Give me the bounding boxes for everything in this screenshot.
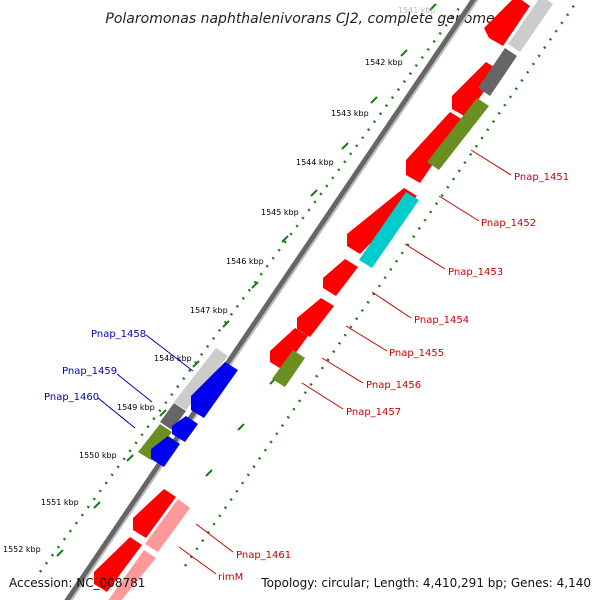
label-pnap-1461[interactable]: Pnap_1461: [236, 550, 291, 561]
label-pnap-1451[interactable]: Pnap_1451: [514, 172, 569, 183]
label-pnap-1453[interactable]: Pnap_1453: [448, 267, 503, 278]
tick-label-1541: 1541 kbp: [398, 6, 436, 15]
tick-label-1544: 1544 kbp: [296, 158, 334, 167]
gene-faded-b[interactable]: [107, 550, 156, 600]
tick-label-1552: 1552 kbp: [3, 545, 41, 554]
gene-reverse-g[interactable]: [270, 328, 308, 370]
label-pnap-1457[interactable]: Pnap_1457: [346, 407, 401, 418]
forward-labels: Pnap_1458 Pnap_1459 Pnap_1460: [44, 329, 146, 403]
accession-text: Accession: NC_008781: [9, 576, 145, 590]
label-pnap-1452[interactable]: Pnap_1452: [481, 218, 536, 229]
genome-title: Polaromonas naphthalenivorans CJ2, compl…: [105, 11, 494, 27]
gene-misc-top[interactable]: [508, 0, 553, 52]
olive-features[interactable]: [138, 98, 489, 460]
reverse-strand-genes[interactable]: [94, 0, 530, 592]
gene-reverse-h[interactable]: [133, 489, 176, 538]
label-rimm[interactable]: rimM: [218, 572, 243, 583]
gene-olive-1457[interactable]: [272, 350, 305, 387]
misc-features[interactable]: [160, 0, 553, 430]
gene-misc-1458[interactable]: [174, 348, 228, 410]
gene-reverse-a[interactable]: [484, 0, 530, 46]
label-pnap-1456[interactable]: Pnap_1456: [366, 380, 421, 391]
gene-hypothetical-top[interactable]: [478, 48, 517, 96]
label-pnap-1454[interactable]: Pnap_1454: [414, 315, 469, 326]
tick-label-1543: 1543 kbp: [331, 109, 369, 118]
forward-strand-genes[interactable]: [151, 362, 238, 467]
tick-label-1547: 1547 kbp: [190, 306, 228, 315]
gene-hypothetical-1459[interactable]: [160, 403, 186, 430]
gene-olive-1451[interactable]: [427, 98, 489, 170]
tick-labels: 1541 kbp 1542 kbp 1543 kbp 1544 kbp 1545…: [3, 6, 436, 554]
gene-faded-rimm[interactable]: [145, 499, 190, 552]
tick-label-1542: 1542 kbp: [365, 58, 403, 67]
label-pnap-1458[interactable]: Pnap_1458: [91, 329, 146, 340]
gene-forward-a[interactable]: [191, 362, 238, 418]
tick-label-1549: 1549 kbp: [117, 403, 155, 412]
gene-reverse-e[interactable]: [323, 259, 358, 296]
gene-reverse-f[interactable]: [297, 298, 334, 337]
label-pnap-1455[interactable]: Pnap_1455: [389, 348, 444, 359]
reverse-labels: Pnap_1451 Pnap_1452 Pnap_1453 Pnap_1454 …: [218, 172, 569, 583]
tick-label-1546: 1546 kbp: [226, 257, 264, 266]
tick-label-1551: 1551 kbp: [41, 498, 79, 507]
tick-label-1550: 1550 kbp: [79, 451, 117, 460]
genome-backbone: [64, 0, 479, 600]
gene-reverse-i[interactable]: [94, 537, 142, 592]
leader-lines: [97, 149, 512, 575]
guide-rings: [38, 3, 577, 573]
gene-reverse-c[interactable]: [406, 112, 463, 183]
genome-summary-text: Topology: circular; Length: 4,410,291 bp…: [260, 576, 591, 590]
label-pnap-1459[interactable]: Pnap_1459: [62, 366, 117, 377]
gene-olive-1460[interactable]: [138, 424, 172, 460]
gene-forward-b[interactable]: [172, 416, 198, 442]
faded-genes[interactable]: [107, 499, 190, 600]
tick-label-1545: 1545 kbp: [261, 208, 299, 217]
gene-forward-c[interactable]: [151, 436, 180, 467]
tick-marks: [56, 3, 437, 557]
label-pnap-1460[interactable]: Pnap_1460: [44, 392, 99, 403]
tick-label-1548: 1548 kbp: [154, 354, 192, 363]
gene-highlight-1453[interactable]: [359, 192, 419, 268]
